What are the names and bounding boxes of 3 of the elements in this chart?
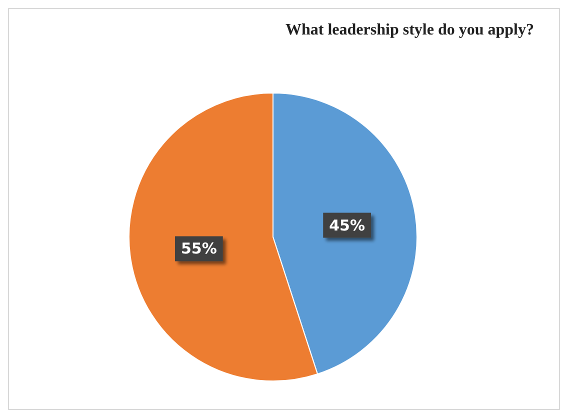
data-label: 45%: [329, 216, 366, 234]
chart-title: What leadership style do you apply?: [286, 22, 534, 38]
data-label: 55%: [180, 240, 217, 258]
